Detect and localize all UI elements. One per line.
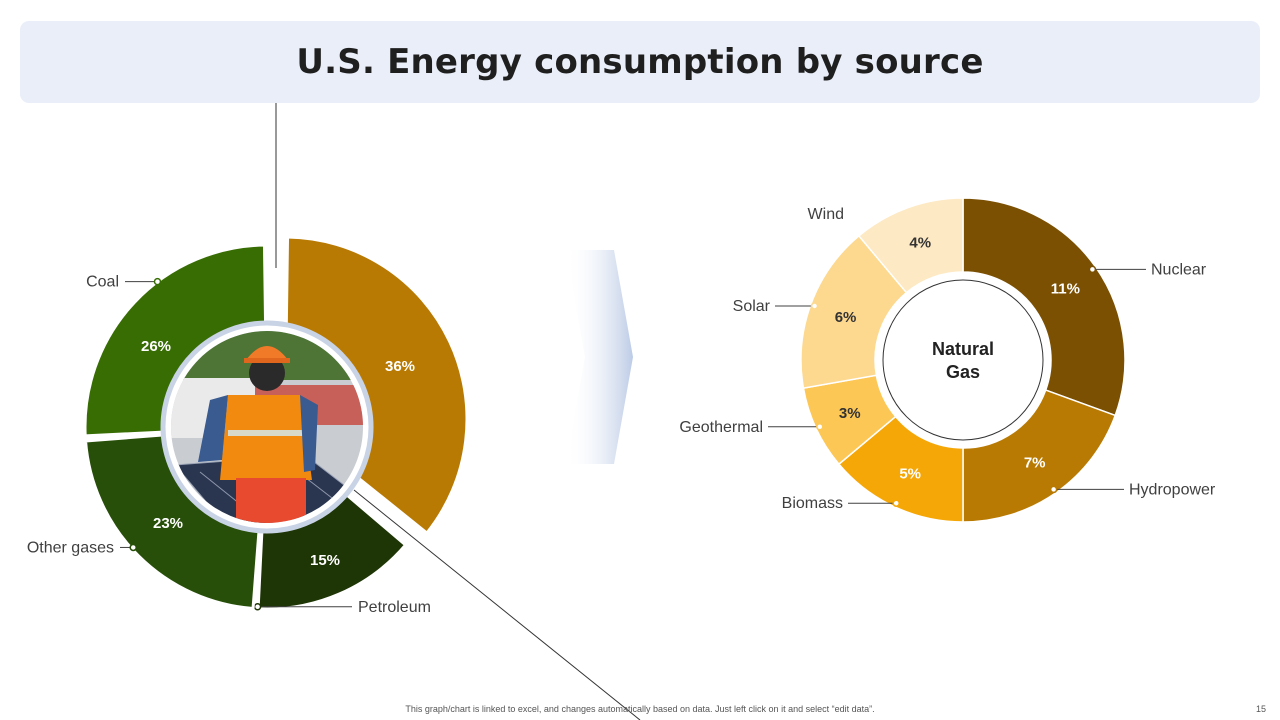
value-label-biomass: 5% [899,465,921,482]
connector-line-bottom [353,489,641,720]
category-label-coal: Coal [86,274,119,291]
page-title: U.S. Energy consumption by source [296,42,984,82]
category-label-biomass: Biomass [782,495,843,512]
page-number: 15 [1255,704,1266,714]
leader-dot-petroleum [253,603,262,611]
value-label-geothermal: 3% [839,405,861,422]
value-label-petroleum: 15% [310,552,340,569]
right-donut-chart: 11% Nuclear 7% Hydropower 5% Biomass 3% Geother… [679,197,1216,523]
value-label-wind: 4% [909,235,931,252]
value-label-hydropower: 7% [1024,454,1046,471]
category-label-geothermal: Geothermal [679,419,763,436]
footnote: This graph/chart is linked to excel, and… [0,704,1280,714]
worker-solar-photo [160,320,374,534]
center-label-line-2: Gas [946,362,980,382]
category-label-wind: Wind [808,206,844,223]
category-label-hydropower: Hydropower [1129,481,1216,498]
slice-wind [857,197,964,294]
value-label-coal: 26% [141,338,171,355]
value-label-other-gases: 23% [153,515,183,532]
leader-dot-geothermal [816,423,824,431]
leader-dot-coal [153,277,162,286]
slice-natural-gas [283,235,469,536]
arrow-chevron [566,250,633,464]
value-label-nuclear: 11% [1051,280,1080,297]
center-label-line-1: Natural [932,339,994,359]
category-label-other-gases: Other gases [27,539,114,556]
slice-nuclear [962,197,1126,417]
value-label-solar: 6% [835,309,857,326]
leader-dot-hydropower [1049,485,1058,494]
value-label-natural-gas: 36% [385,358,415,375]
category-label-nuclear: Nuclear [1151,261,1207,278]
leader-dot-other-gases [129,543,137,552]
center-circle [882,279,1044,441]
title-banner: U.S. Energy consumption by source [20,21,1260,103]
footnote-text: This graph/chart is linked to excel, and… [405,704,875,714]
leader-dot-biomass [892,499,900,507]
slice-hydropower [962,389,1117,523]
category-label-petroleum: Petroleum [358,599,431,616]
leader-dot-nuclear [1088,265,1097,274]
category-label-solar: Solar [733,298,771,315]
leader-dot-solar [810,302,819,310]
